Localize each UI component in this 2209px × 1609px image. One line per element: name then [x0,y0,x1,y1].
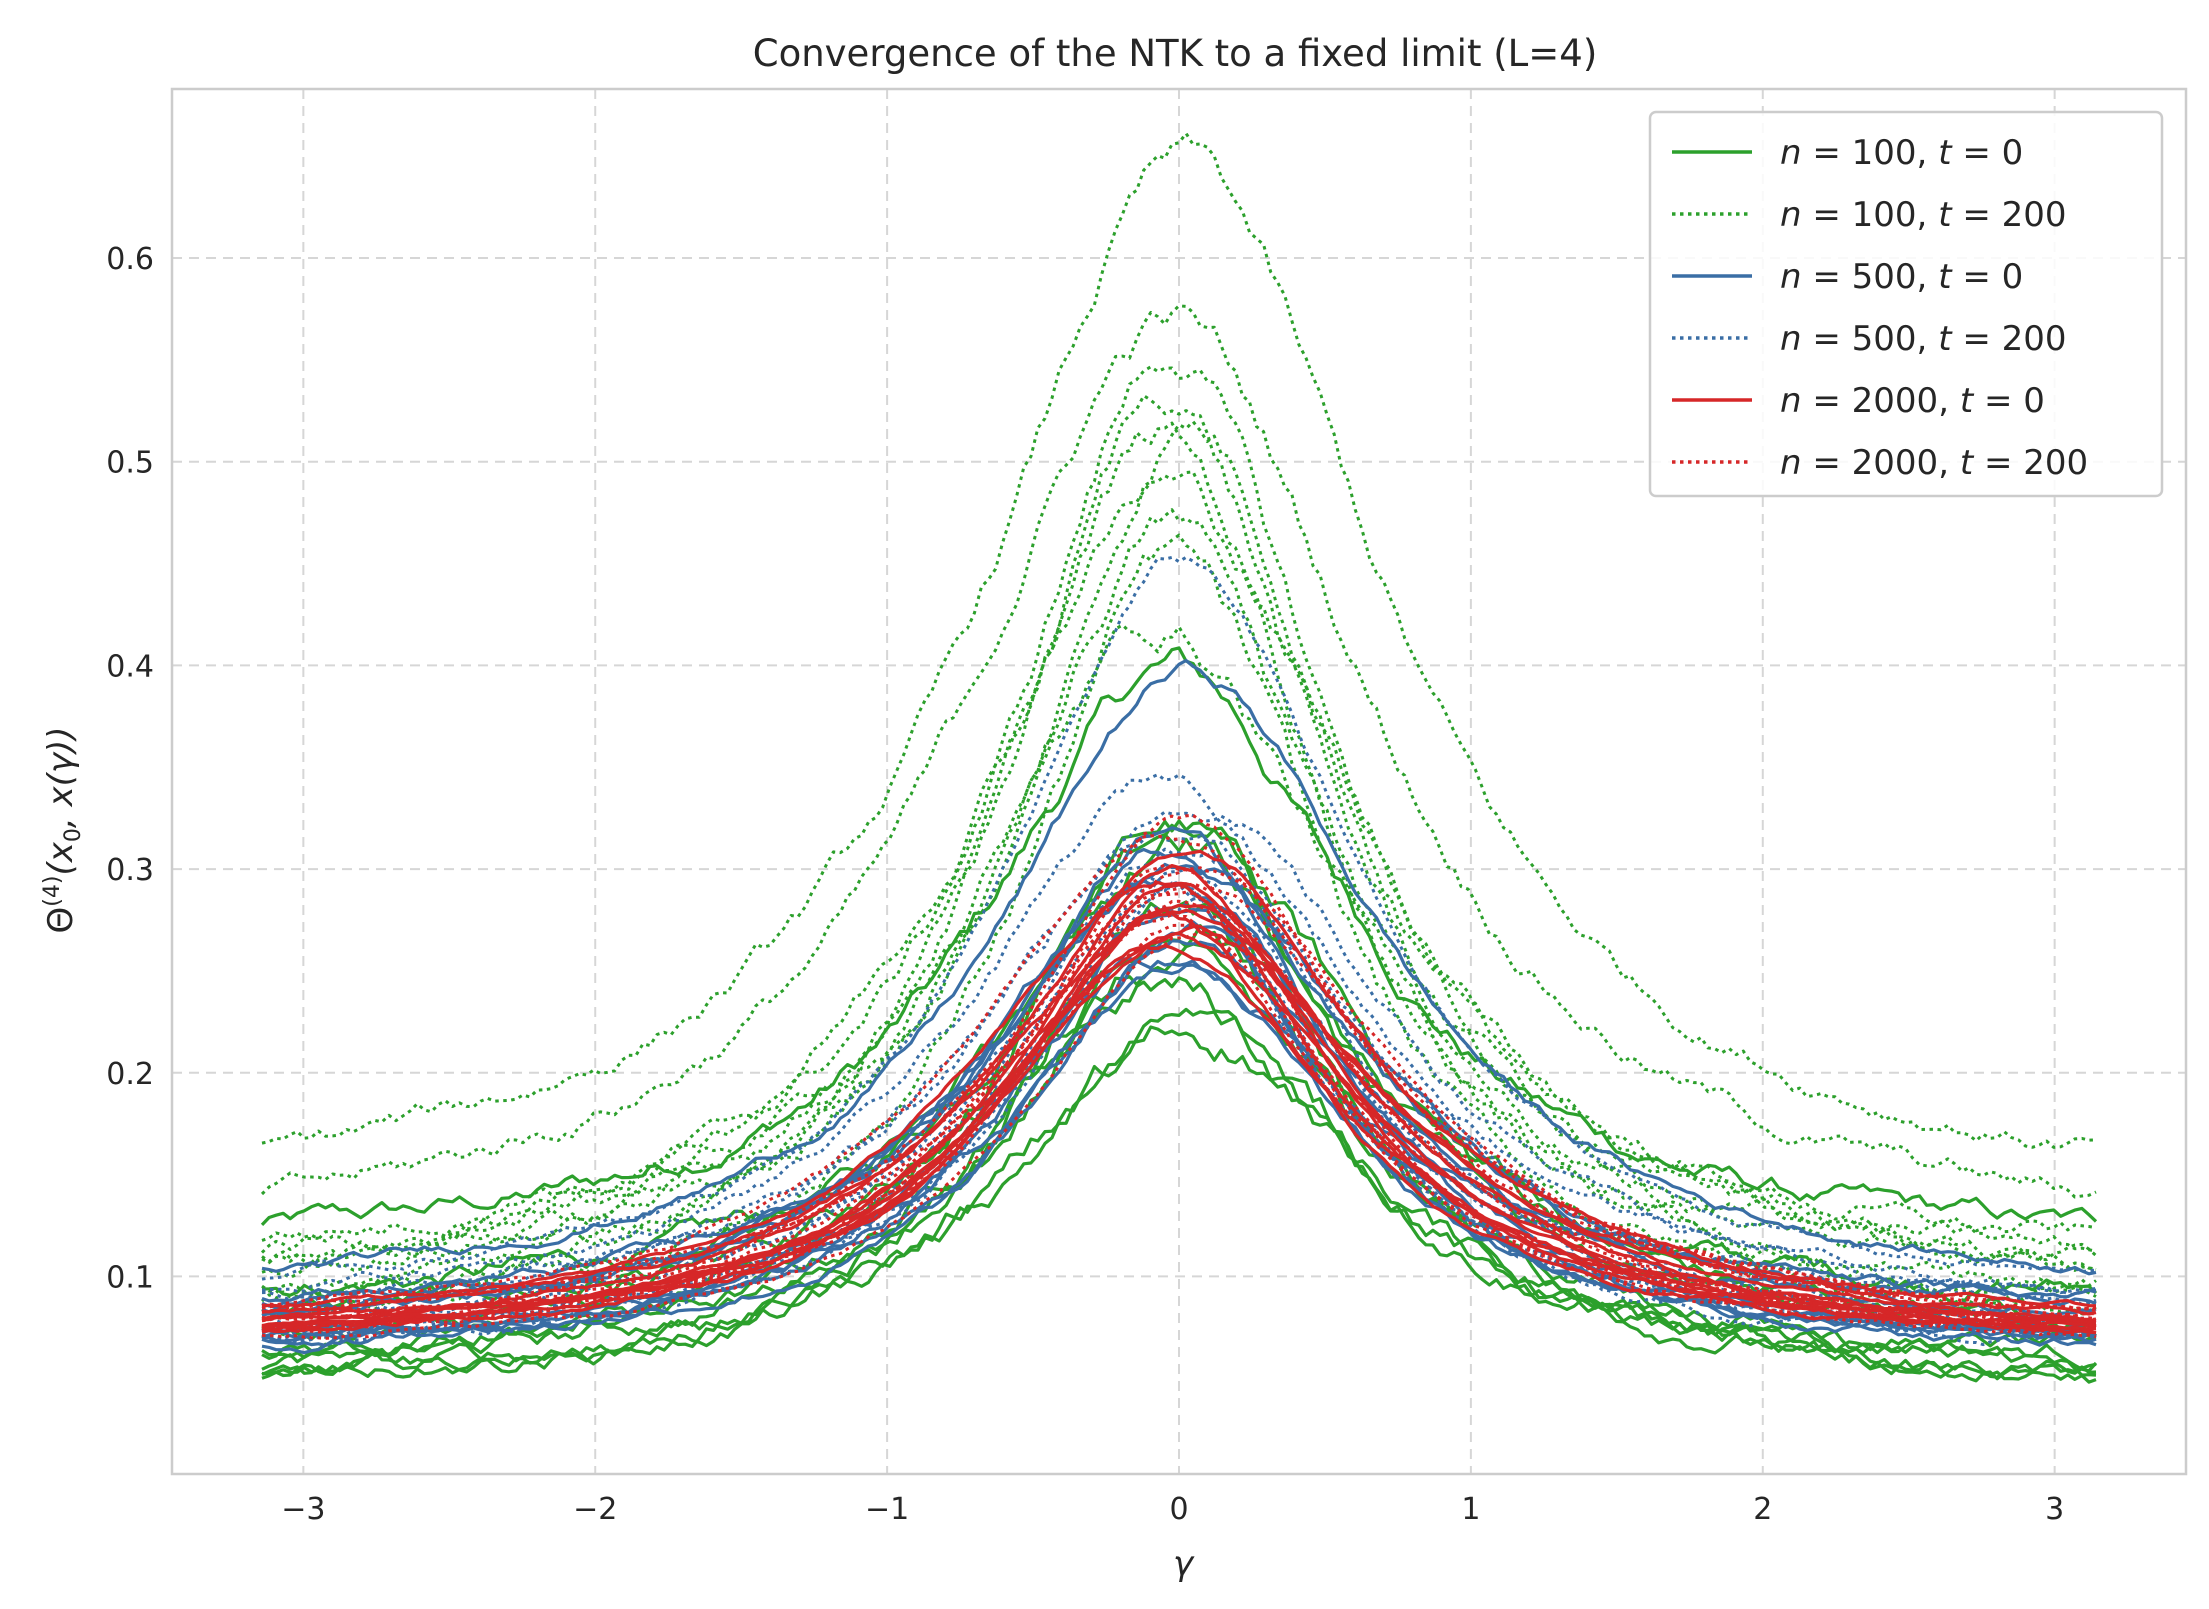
legend-label: n = 500, t = 0 [1780,257,2023,297]
series-line [261,849,2097,1309]
legend: n = 100, t = 0 n = 100, t = 200 n = 500, t… [1648,110,2164,498]
legend-label: n = 2000, t = 0 [1780,381,2045,421]
series-line [261,913,2097,1334]
series-group [260,131,2098,1384]
series-line [261,882,2097,1328]
y-tick-label: 0.3 [106,853,154,888]
series-line [260,394,2097,1257]
series-line [261,421,2097,1279]
x-tick-label: 1 [1461,1492,1480,1527]
legend-box [1648,110,2164,498]
series-line [261,883,2097,1347]
plot-frame [170,87,2188,1476]
series-line [261,863,2097,1325]
series-4 [261,849,2097,1335]
y-label-subscript: 0 [61,828,86,842]
y-label-open: (x [41,841,81,875]
y-tick-label: 0.4 [106,649,154,684]
series-line [261,810,2097,1303]
x-axis-label: γ [1173,1544,1195,1584]
chart-title: Convergence of the NTK to a fixed limit … [753,32,1598,75]
series-line [261,773,2097,1297]
series-line [261,894,2097,1344]
series-5 [261,813,2097,1340]
y-label-theta: Θ [41,907,81,934]
series-line [261,963,2097,1355]
series-line [261,866,2097,1314]
series-line [261,658,2097,1276]
legend-label: n = 2000, t = 200 [1780,443,2088,483]
series-line [261,908,2097,1335]
y-tick-label: 0.5 [106,446,154,481]
y-axis-ticks: 0.1 0.2 0.3 0.4 0.5 0.6 [106,242,154,1295]
y-label-superscript: (4) [40,876,65,907]
series-line [260,646,2098,1227]
series-line [261,131,2097,1149]
x-tick-label: 3 [2045,1492,2064,1527]
y-label-close: , x(γ)) [41,727,81,829]
series-line [261,943,2097,1335]
legend-label: n = 100, t = 0 [1780,133,2023,173]
series-line [261,867,2097,1330]
series-line [261,930,2097,1340]
series-line [261,831,2097,1310]
series-line [261,890,2097,1322]
series-line [261,908,2097,1325]
series-line [261,813,2097,1311]
x-tick-label: −1 [865,1492,909,1527]
x-tick-label: 2 [1753,1492,1772,1527]
x-tick-label: −2 [573,1492,617,1527]
y-axis-label: Θ(4)(x0, x(γ)) [40,727,86,934]
series-line [261,470,2097,1272]
y-tick-label: 0.6 [106,242,154,277]
series-line [261,899,2097,1332]
legend-label: n = 100, t = 200 [1780,195,2067,235]
series-line [261,533,2097,1317]
series-line [261,976,2097,1375]
x-tick-label: 0 [1169,1492,1188,1527]
y-tick-label: 0.2 [106,1057,154,1092]
series-line [261,555,2097,1281]
x-axis-ticks: −3 −2 −1 0 1 2 3 [281,1492,2064,1527]
legend-label: n = 500, t = 200 [1780,319,2067,359]
series-line [261,1025,2097,1379]
series-line [261,834,2097,1311]
series-line [261,365,2097,1242]
x-tick-label: −3 [281,1492,325,1527]
y-tick-label: 0.1 [106,1260,154,1295]
